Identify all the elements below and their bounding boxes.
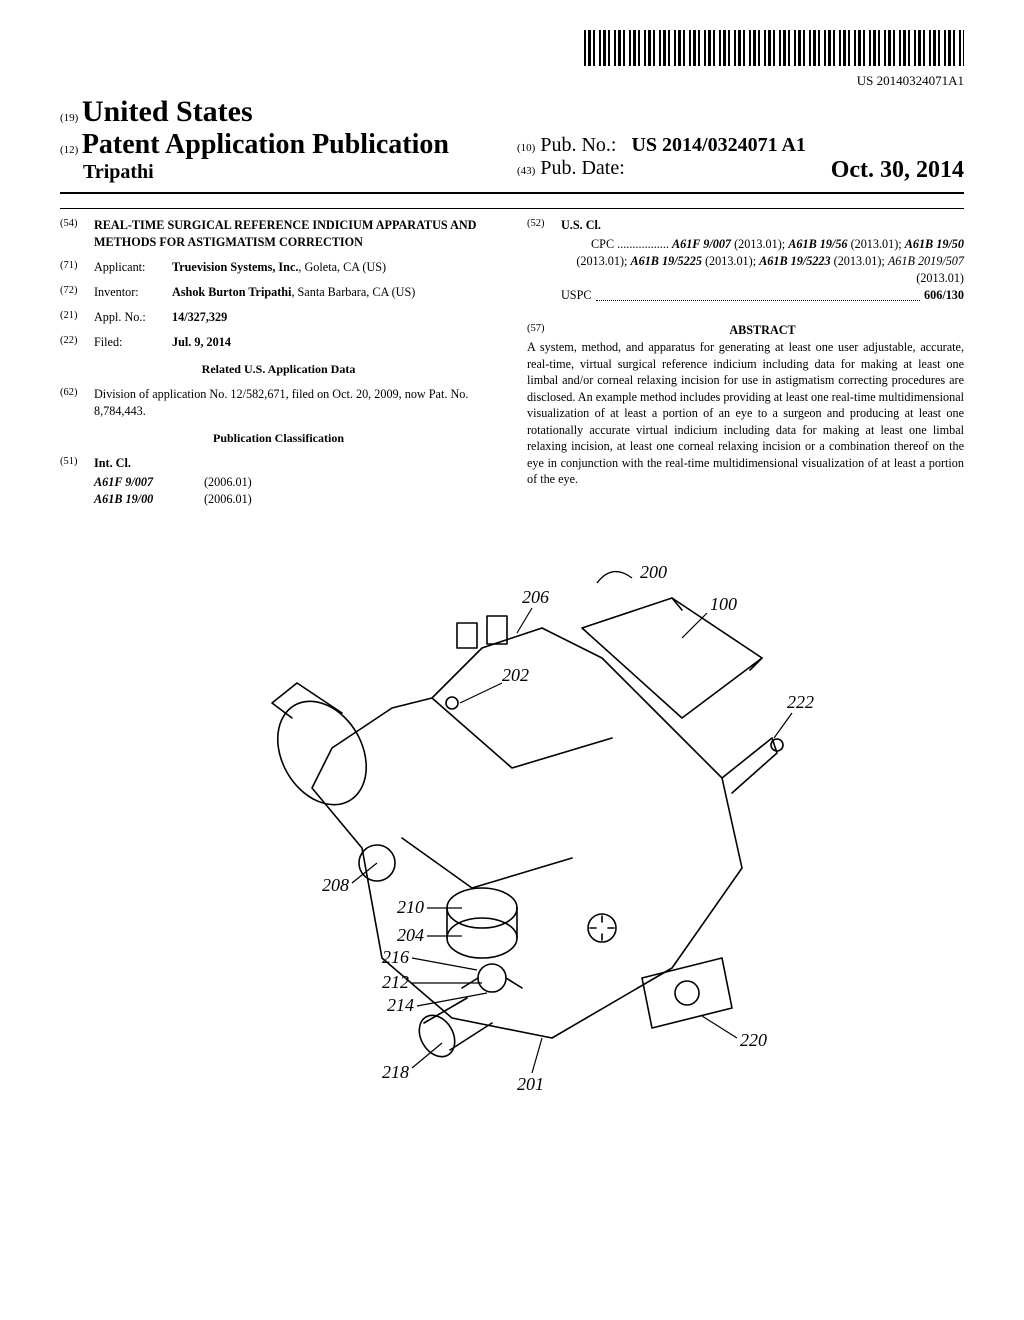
abstract-header-row: (57) ABSTRACT — [527, 322, 964, 339]
related-text: Division of application No. 12/582,671, … — [94, 386, 497, 420]
patent-page: US 20140324071A1 (19) United States (12)… — [0, 0, 1024, 1143]
abstract-code: (57) — [527, 322, 561, 339]
applno-field: (21) Appl. No.: 14/327,329 — [60, 309, 497, 326]
fig-label-218: 218 — [382, 1062, 409, 1082]
title-code: (54) — [60, 217, 94, 251]
dotted-leader — [596, 287, 921, 301]
rule-thick — [60, 192, 964, 194]
pubdate-value: Oct. 30, 2014 — [831, 157, 964, 184]
fig-label-100: 100 — [710, 594, 737, 614]
filed-code: (22) — [60, 334, 94, 351]
filed-field: (22) Filed: Jul. 9, 2014 — [60, 334, 497, 351]
header-right: (10) Pub. No.: US 2014/0324071 A1 (43) P… — [507, 134, 964, 184]
intcl-row: A61B 19/00 (2006.01) — [94, 491, 497, 508]
uspc-lead: USPC — [561, 287, 592, 304]
fig-label-210: 210 — [397, 897, 424, 917]
uscl-code: (52) — [527, 217, 561, 234]
intcl-code: (51) — [60, 455, 94, 472]
uscl-label: U.S. Cl. — [561, 218, 601, 232]
fig-label-214: 214 — [387, 995, 414, 1015]
applicant-label: Applicant: — [94, 259, 172, 276]
fig-label-220: 220 — [740, 1030, 767, 1050]
fig-label-206: 206 — [522, 587, 549, 607]
right-column: (52) U.S. Cl. CPC ................. A61F… — [527, 217, 964, 508]
pubtype-code: (12) — [60, 144, 78, 156]
author-line: (12) Tripathi — [60, 161, 507, 184]
intcl-field: (51) Int. Cl. — [60, 455, 497, 472]
figure-area: 200 206 100 202 222 208 210 204 216 21 — [60, 538, 964, 1103]
fig-label-204: 204 — [397, 925, 424, 945]
abstract-head: ABSTRACT — [561, 322, 964, 339]
pubdate-label: Pub. Date: — [540, 157, 624, 179]
pubno-label: Pub. No.: — [540, 134, 616, 156]
inventor-name: Ashok Burton Tripathi — [172, 285, 291, 299]
applno-code: (21) — [60, 309, 94, 326]
title-field: (54) REAL-TIME SURGICAL REFERENCE INDICI… — [60, 217, 497, 251]
biblio-columns: (54) REAL-TIME SURGICAL REFERENCE INDICI… — [60, 217, 964, 508]
uscl-field: (52) U.S. Cl. — [527, 217, 964, 234]
applno-value: 14/327,329 — [172, 310, 227, 324]
left-column: (54) REAL-TIME SURGICAL REFERENCE INDICI… — [60, 217, 497, 508]
barcode-graphic — [584, 30, 964, 66]
fig-label-216: 216 — [382, 947, 409, 967]
intcl-date: (2006.01) — [204, 491, 252, 508]
related-code: (62) — [60, 386, 94, 420]
applicant-value: Truevision Systems, Inc., Goleta, CA (US… — [172, 259, 497, 276]
pubno-value: US 2014/0324071 A1 — [631, 134, 805, 156]
abstract-body: A system, method, and apparatus for gene… — [527, 339, 964, 487]
pubtype: Patent Application Publication — [82, 129, 449, 160]
fig-label-222: 222 — [787, 692, 814, 712]
related-field: (62) Division of application No. 12/582,… — [60, 386, 497, 420]
pubdate-code: (43) — [517, 165, 535, 177]
applicant-rest: , Goleta, CA (US) — [298, 260, 386, 274]
intcl-class: A61F 9/007 — [94, 474, 204, 491]
intcl-row: A61F 9/007 (2006.01) — [94, 474, 497, 491]
rule-thin — [60, 208, 964, 209]
country: United States — [82, 95, 253, 128]
applicant-code: (71) — [60, 259, 94, 276]
intcl-class: A61B 19/00 — [94, 491, 204, 508]
intcl-table: A61F 9/007 (2006.01) A61B 19/00 (2006.01… — [94, 474, 497, 508]
country-code: (19) — [60, 112, 78, 124]
intcl-label: Int. Cl. — [94, 456, 131, 470]
related-head: Related U.S. Application Data — [60, 361, 497, 378]
pubno-code: (10) — [517, 142, 535, 154]
barcode-region: US 20140324071A1 — [60, 30, 964, 89]
inventor-rest: , Santa Barbara, CA (US) — [291, 285, 415, 299]
cpc-block: CPC ................. A61F 9/007 (2013.0… — [561, 236, 964, 287]
fig-label-201: 201 — [517, 1074, 544, 1094]
filed-label: Filed: — [94, 334, 172, 351]
fig-label-212: 212 — [382, 972, 409, 992]
title-text: REAL-TIME SURGICAL REFERENCE INDICIUM AP… — [94, 217, 497, 251]
header-left: (19) United States (12) Patent Applicati… — [60, 95, 507, 184]
uspc-value: 606/130 — [924, 287, 964, 304]
barcode-number: US 20140324071A1 — [60, 73, 964, 89]
header-row: (19) United States (12) Patent Applicati… — [60, 95, 964, 184]
uspc-line: USPC 606/130 — [561, 287, 964, 304]
author: Tripathi — [83, 161, 154, 183]
fig-label-208: 208 — [322, 875, 349, 895]
inventor-code: (72) — [60, 284, 94, 301]
cpc-lead: CPC — [591, 237, 614, 251]
fig-label-200: 200 — [640, 562, 667, 582]
intcl-date: (2006.01) — [204, 474, 252, 491]
applicant-name: Truevision Systems, Inc. — [172, 260, 298, 274]
pubclass-head: Publication Classification — [60, 430, 497, 447]
applno-label: Appl. No.: — [94, 309, 172, 326]
pubdate-line: (43) Pub. Date: Oct. 30, 2014 — [517, 157, 964, 180]
inventor-value: Ashok Burton Tripathi, Santa Barbara, CA… — [172, 284, 497, 301]
applicant-field: (71) Applicant: Truevision Systems, Inc.… — [60, 259, 497, 276]
patent-figure: 200 206 100 202 222 208 210 204 216 21 — [202, 538, 822, 1098]
pubtype-line: (12) Patent Application Publication — [60, 129, 507, 161]
inventor-field: (72) Inventor: Ashok Burton Tripathi, Sa… — [60, 284, 497, 301]
pubno-line: (10) Pub. No.: US 2014/0324071 A1 — [517, 134, 964, 157]
inventor-label: Inventor: — [94, 284, 172, 301]
filed-value: Jul. 9, 2014 — [172, 335, 231, 349]
fig-label-202: 202 — [502, 665, 529, 685]
country-line: (19) United States — [60, 95, 507, 129]
